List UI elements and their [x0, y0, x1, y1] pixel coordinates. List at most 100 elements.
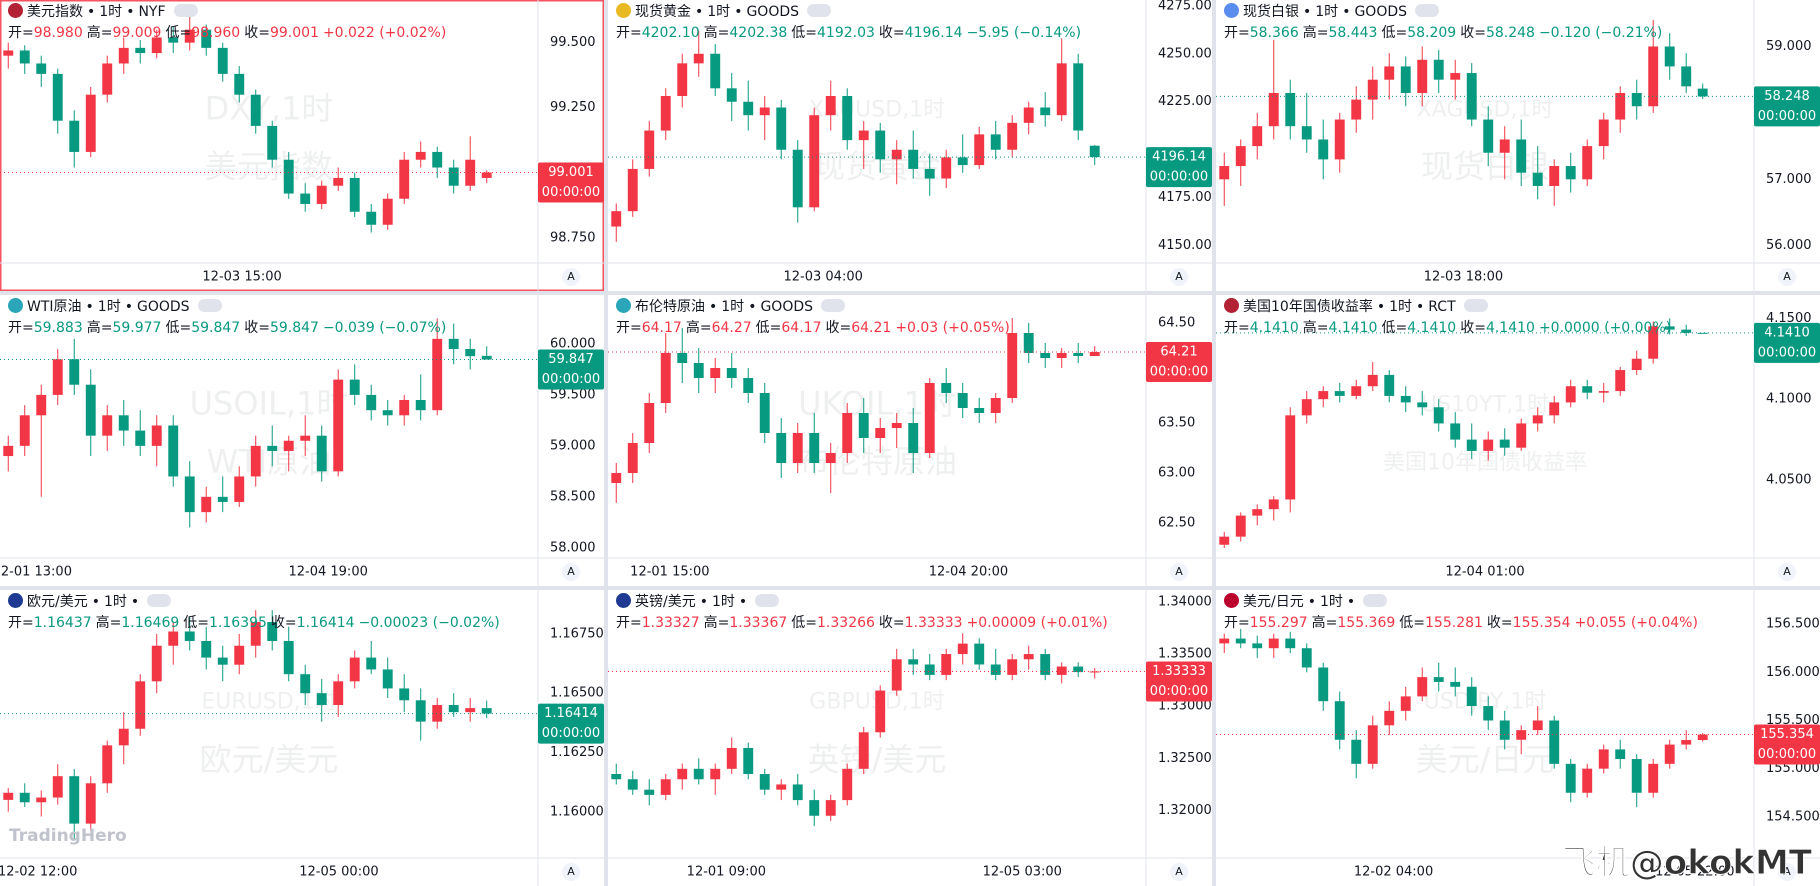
chart-panel[interactable]: US10YT,1时 美国10年国债收益率 4.1500 4.1000 4.0500 12-… [1216, 295, 1820, 586]
separator: • [1303, 4, 1312, 20]
status-pill[interactable] [1363, 594, 1388, 607]
separator: • [748, 299, 757, 315]
interval[interactable]: 1时 [711, 594, 735, 610]
countdown: 00:00:00 [542, 372, 600, 387]
ohlc-value: 4.1410 [1407, 320, 1457, 336]
symbol-title[interactable]: 美元指数 [27, 4, 83, 20]
candle-body [448, 338, 459, 350]
interval[interactable]: 1时 [1315, 4, 1339, 20]
ohlc-label: 低= [165, 320, 192, 336]
auto-scale-button[interactable] [1778, 268, 1796, 286]
symbol-line: 美元指数 • 1时 • NYF [8, 2, 450, 23]
interval[interactable]: 1时 [97, 299, 121, 315]
ohlc-label: 低= [165, 25, 192, 41]
chart-panel[interactable]: DXY,1时 美元指数 99.500 99.250 98.750 12-03 15:00 9… [0, 0, 604, 291]
y-tick-label: 154.500 [1766, 809, 1820, 824]
chart-panel[interactable]: EURUSD,1时 欧元/美元 1.16750 1.16500 1.16250 1.160… [0, 590, 604, 886]
candle-body [1433, 677, 1444, 682]
candle-body [1615, 92, 1626, 120]
auto-scale-label: A [567, 565, 575, 578]
chart-panel[interactable]: XAUUSD,1时 现货黄金 4275.00 4250.00 4225.00 4175.0… [608, 0, 1212, 291]
candle-body [660, 779, 671, 795]
status-pill[interactable] [1463, 299, 1488, 312]
symbol-title[interactable]: WTI原油 [27, 299, 82, 315]
auto-scale-label: A [1175, 565, 1183, 578]
interval[interactable]: 1时 [103, 594, 127, 610]
status-pill[interactable] [821, 299, 846, 312]
y-tick-label: 1.16500 [550, 686, 604, 701]
exchange: NYF [138, 4, 166, 20]
auto-scale-button[interactable] [1778, 863, 1796, 881]
candle-body [1252, 126, 1263, 147]
ohlc-value: 4.1410 [1328, 320, 1378, 336]
symbol-title[interactable]: 美元/日元 [1243, 594, 1304, 610]
chart-panel[interactable]: USDJPY,1时 美元/日元 156.500 156.000 155.500 155.0… [1216, 590, 1820, 886]
interval[interactable]: 1时 [707, 4, 731, 20]
chart-panel[interactable]: XAGUSD,1时 现货白银 59.000 57.000 56.000 12-03 18:… [1216, 0, 1820, 291]
status-pill[interactable] [197, 299, 222, 312]
candle-body [924, 664, 935, 675]
symbol-title[interactable]: 现货白银 [1243, 4, 1299, 20]
interval[interactable]: 1时 [1319, 594, 1343, 610]
status-pill[interactable] [755, 594, 780, 607]
candle-body [660, 95, 671, 131]
separator: • [1342, 4, 1351, 20]
ohlc-line: 开=64.17 高=64.27 低=64.17 收=64.21 +0.03 (+0.05… [616, 318, 1014, 339]
candle-body [1089, 352, 1100, 356]
candle-body [1400, 66, 1411, 93]
candle-body [1235, 515, 1246, 537]
status-pill[interactable] [807, 4, 832, 17]
separator: • [699, 594, 708, 610]
candle-body [432, 338, 443, 411]
candle-body [151, 37, 162, 54]
candle-body [1400, 395, 1411, 403]
price-label-box [538, 162, 604, 203]
interval[interactable]: 1时 [99, 4, 123, 20]
candle-body [250, 94, 261, 126]
candle-body [1499, 139, 1510, 153]
candle-body [52, 776, 63, 798]
auto-scale-button[interactable] [562, 563, 580, 581]
symbol-title[interactable]: 布伦特原油 [635, 299, 705, 315]
symbol-line: 美国10年国债收益率 • 1时 • RCT [1224, 297, 1675, 318]
candle-body [611, 774, 622, 780]
y-tick-label: 4.1000 [1766, 392, 1812, 407]
auto-scale-button[interactable] [562, 268, 580, 286]
auto-scale-button[interactable] [1170, 863, 1188, 881]
auto-scale-button[interactable] [1778, 563, 1796, 581]
symbol-title[interactable]: 英镑/美元 [635, 594, 696, 610]
auto-scale-button[interactable] [1170, 268, 1188, 286]
y-tick-label: 59.000 [1766, 39, 1812, 54]
ohlc-label: 收= [244, 25, 270, 41]
chart-panel[interactable]: UKOIL,1时 布伦特原油 64.50 63.50 63.00 62.50 12-01 1… [608, 295, 1212, 586]
separator: • [1307, 594, 1316, 610]
chart-panel[interactable]: USOIL,1时 WTI原油 60.000 59.500 59.000 58.500 58.… [0, 295, 604, 586]
candle-body [1384, 374, 1395, 396]
y-tick-label: 4150.00 [1158, 238, 1212, 253]
candle-body [1318, 667, 1329, 702]
auto-scale-button[interactable] [562, 863, 580, 881]
auto-scale-button[interactable] [1170, 563, 1188, 581]
interval[interactable]: 1时 [721, 299, 745, 315]
interval[interactable]: 1时 [1389, 299, 1413, 315]
candle-body [52, 73, 63, 121]
candle-body [1499, 720, 1510, 740]
status-pill[interactable] [1415, 4, 1440, 17]
symbol-title[interactable]: 欧元/美元 [27, 594, 88, 610]
symbol-title[interactable]: 美国10年国债收益率 [1243, 299, 1373, 315]
ohlc-label: 低= [1381, 25, 1408, 41]
status-pill[interactable] [173, 4, 198, 17]
candle-body [1466, 73, 1477, 120]
price-label-box [1146, 661, 1212, 702]
ohlc-value: 64.21 [851, 320, 892, 336]
candle-body [1367, 79, 1378, 100]
symbol-title[interactable]: 现货黄金 [635, 4, 691, 20]
candle-body [941, 157, 952, 179]
status-pill[interactable] [147, 594, 172, 607]
ohlc-label: 高= [86, 25, 113, 41]
ohlc-value: 58.209 [1407, 25, 1457, 41]
candle-body [1235, 146, 1246, 167]
symbol-line: 布伦特原油 • 1时 • GOODS [616, 297, 1014, 318]
candle-body [168, 631, 179, 646]
chart-panel[interactable]: GBPUSD,1时英镑/美元1.340001.335001.330001.325… [608, 590, 1212, 886]
